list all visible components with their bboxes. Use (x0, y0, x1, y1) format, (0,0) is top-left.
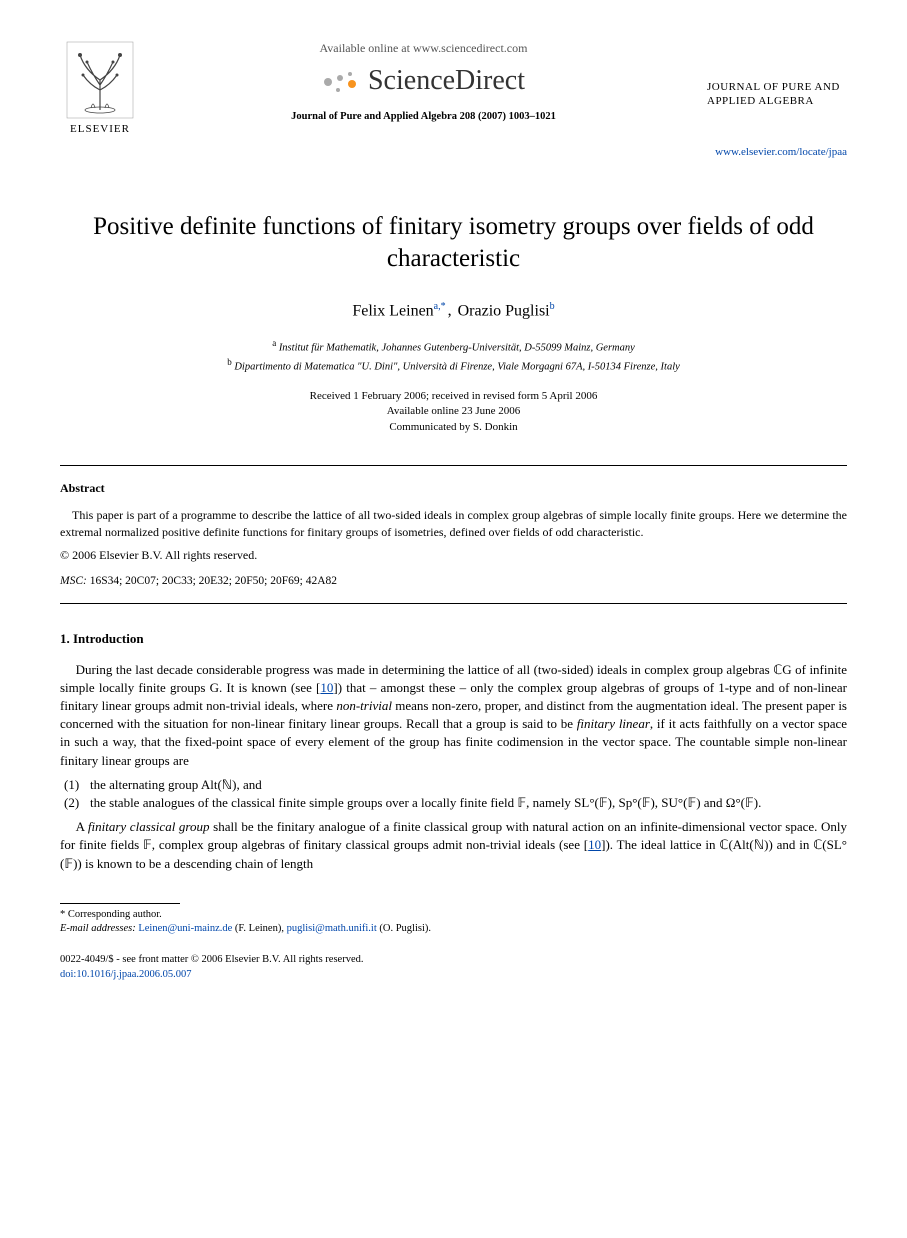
platform-name: ScienceDirect (368, 65, 525, 96)
aff-b-text: Dipartimento di Matematica "U. Dini", Un… (234, 361, 679, 372)
doi-link[interactable]: 10.1016/j.jpaa.2006.05.007 (76, 969, 191, 980)
publisher-name: ELSEVIER (60, 122, 140, 137)
abstract-copyright: © 2006 Elsevier B.V. All rights reserved… (60, 547, 847, 564)
doi-label: doi: (60, 969, 76, 980)
p1-em-finitary: finitary linear (577, 716, 650, 731)
list-item-1-text: the alternating group Alt(ℕ), and (90, 776, 847, 794)
aff-a-text: Institut für Mathematik, Johannes Gutenb… (279, 342, 635, 353)
date-received: Received 1 February 2006; received in re… (60, 389, 847, 404)
affiliation-a: a Institut für Mathematik, Johannes Gute… (60, 337, 847, 356)
footnote-rule (60, 903, 180, 904)
affiliations: a Institut für Mathematik, Johannes Gute… (60, 337, 847, 376)
email-who-2: (O. Puglisi). (379, 923, 431, 934)
corresponding-author-note: * Corresponding author. (60, 908, 847, 923)
author-1-name: Felix Leinen (352, 302, 433, 319)
list-item: (1) the alternating group Alt(ℕ), and (64, 776, 847, 794)
msc-codes: 16S34; 20C07; 20C33; 20E32; 20F50; 20F69… (90, 575, 337, 587)
footnote-block: * Corresponding author. E-mail addresses… (60, 908, 847, 937)
enumerated-list: (1) the alternating group Alt(ℕ), and (2… (64, 776, 847, 812)
ref-link-10a[interactable]: 10 (320, 680, 333, 695)
sciencedirect-dots-icon (322, 72, 362, 92)
page-header: ELSEVIER Available online at www.science… (60, 40, 847, 137)
doi-line: doi:10.1016/j.jpaa.2006.05.007 (60, 968, 847, 983)
msc-label: MSC: (60, 575, 87, 587)
journal-display-name: JOURNAL OF PURE AND APPLIED ALGEBRA (707, 80, 847, 109)
center-header: Available online at www.sciencedirect.co… (140, 40, 707, 125)
msc-line: MSC: 16S34; 20C07; 20C33; 20E32; 20F50; … (60, 573, 847, 589)
date-communicated: Communicated by S. Donkin (60, 420, 847, 435)
list-item-2-text: the stable analogues of the classical fi… (90, 794, 847, 812)
journal-name-box: JOURNAL OF PURE AND APPLIED ALGEBRA (707, 40, 847, 109)
list-num-2: (2) (64, 794, 90, 812)
author-2-name: Orazio Puglisi (458, 302, 550, 319)
email-label: E-mail addresses: (60, 923, 136, 934)
affiliation-b: b Dipartimento di Matematica "U. Dini", … (60, 356, 847, 375)
aff-b-mark: b (227, 357, 232, 367)
email-link-2[interactable]: puglisi@math.unifi.it (287, 923, 377, 934)
email-link-1[interactable]: Leinen@uni-mainz.de (138, 923, 232, 934)
journal-citation: Journal of Pure and Applied Algebra 208 … (140, 110, 707, 125)
elsevier-tree-icon (65, 40, 135, 120)
date-online: Available online 23 June 2006 (60, 404, 847, 419)
p1-em-nontrivial: non-trivial (336, 698, 392, 713)
author-1-marks: a,* (434, 301, 446, 312)
authors-line: Felix Leinena,*, Orazio Puglisib (60, 300, 847, 323)
list-item: (2) the stable analogues of the classica… (64, 794, 847, 812)
journal-locate-link[interactable]: www.elsevier.com/locate/jpaa (715, 146, 847, 158)
section-1-heading: 1. Introduction (60, 630, 847, 648)
email-line: E-mail addresses: Leinen@uni-mainz.de (F… (60, 922, 847, 937)
available-online-text: Available online at www.sciencedirect.co… (140, 40, 707, 57)
ref-link-10b[interactable]: 10 (588, 837, 601, 852)
article-title: Positive definite functions of finitary … (80, 211, 827, 276)
rule-above-abstract (60, 465, 847, 466)
article-dates: Received 1 February 2006; received in re… (60, 389, 847, 435)
section-1-para-1: During the last decade considerable prog… (60, 661, 847, 770)
issn-copyright-line: 0022-4049/$ - see front matter © 2006 El… (60, 953, 847, 968)
author-2-marks: b (550, 301, 555, 312)
aff-a-mark: a (272, 338, 276, 348)
abstract-heading: Abstract (60, 480, 847, 497)
publisher-logo: ELSEVIER (60, 40, 140, 137)
abstract-text: This paper is part of a programme to des… (60, 507, 847, 541)
sciencedirect-logo: ScienceDirect (140, 61, 707, 100)
page-footer: 0022-4049/$ - see front matter © 2006 El… (60, 953, 847, 982)
p2-text-a: A (76, 819, 88, 834)
email-who-1: (F. Leinen), (235, 923, 284, 934)
locate-link-row: www.elsevier.com/locate/jpaa (60, 145, 847, 160)
list-num-1: (1) (64, 776, 90, 794)
rule-below-abstract (60, 603, 847, 604)
p2-em-finitary-classical: finitary classical group (88, 819, 210, 834)
section-1-para-2: A finitary classical group shall be the … (60, 818, 847, 873)
